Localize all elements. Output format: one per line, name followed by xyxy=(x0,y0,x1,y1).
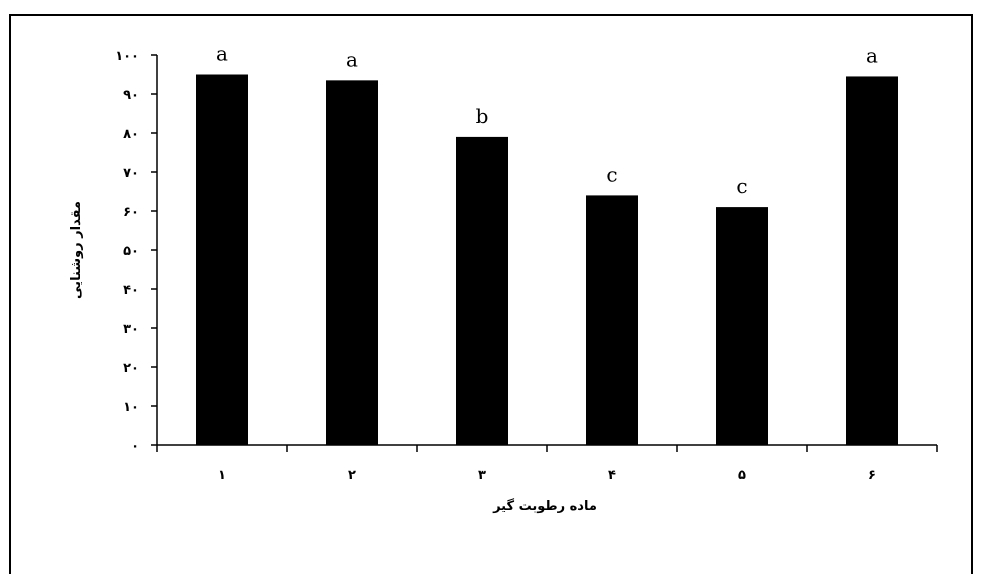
bar xyxy=(196,74,248,445)
bar xyxy=(716,207,768,445)
y-tick-label: ۸۰ xyxy=(123,127,139,142)
bar-significance-label: a xyxy=(346,47,358,71)
y-tick-label: ۷۰ xyxy=(123,166,139,181)
bar xyxy=(586,195,638,445)
chart-frame xyxy=(9,14,973,574)
y-tick-label: ۶۰ xyxy=(123,205,139,220)
bar xyxy=(326,80,378,445)
x-tick-label: ۶ xyxy=(868,468,876,483)
y-tick-label: ۱۰ xyxy=(123,400,139,415)
y-tick-label: ۵۰ xyxy=(123,244,139,259)
y-tick-label: ۹۰ xyxy=(123,88,139,103)
bars xyxy=(196,74,898,445)
y-tick-label: ۳۰ xyxy=(123,322,139,337)
y-tick-label: ۲۰ xyxy=(123,361,139,376)
y-axis-title: مقدار روشنایی xyxy=(69,201,84,299)
y-tick-label: ۰ xyxy=(131,439,139,454)
x-tick-label: ۵ xyxy=(738,468,746,483)
bar-significance-label: a xyxy=(216,42,228,66)
axes: ۰ ۱۰ ۲۰ ۳۰ ۴۰ ۵۰ ۶۰ ۷۰ ۸۰ ۹۰ ۱۰۰ xyxy=(115,49,938,454)
x-tick-label: ۱ xyxy=(218,468,226,483)
labels: ۱ a ۲ a ۳ b ۴ c ۵ c ۶ a xyxy=(216,42,878,484)
bar-significance-label: a xyxy=(866,43,878,67)
bar-significance-label: b xyxy=(476,104,489,128)
bar-significance-label: c xyxy=(736,174,747,198)
bar-chart: ۰ ۱۰ ۲۰ ۳۰ ۴۰ ۵۰ ۶۰ ۷۰ ۸۰ ۹۰ ۱۰۰ ۱ a ۲ a ۳ b ۴ c ۵ c ۶ a مقدا… xyxy=(69,42,938,514)
bar xyxy=(456,136,508,445)
x-tick-label: ۴ xyxy=(608,468,616,483)
y-tick-label: ۱۰۰ xyxy=(115,49,139,64)
y-tick-label: ۴۰ xyxy=(123,283,139,298)
x-tick-label: ۲ xyxy=(348,468,356,483)
bar xyxy=(846,76,898,445)
x-axis-title: ماده رطوبت گیر xyxy=(492,498,597,514)
bar-significance-label: c xyxy=(606,162,617,186)
x-tick-label: ۳ xyxy=(478,468,486,483)
